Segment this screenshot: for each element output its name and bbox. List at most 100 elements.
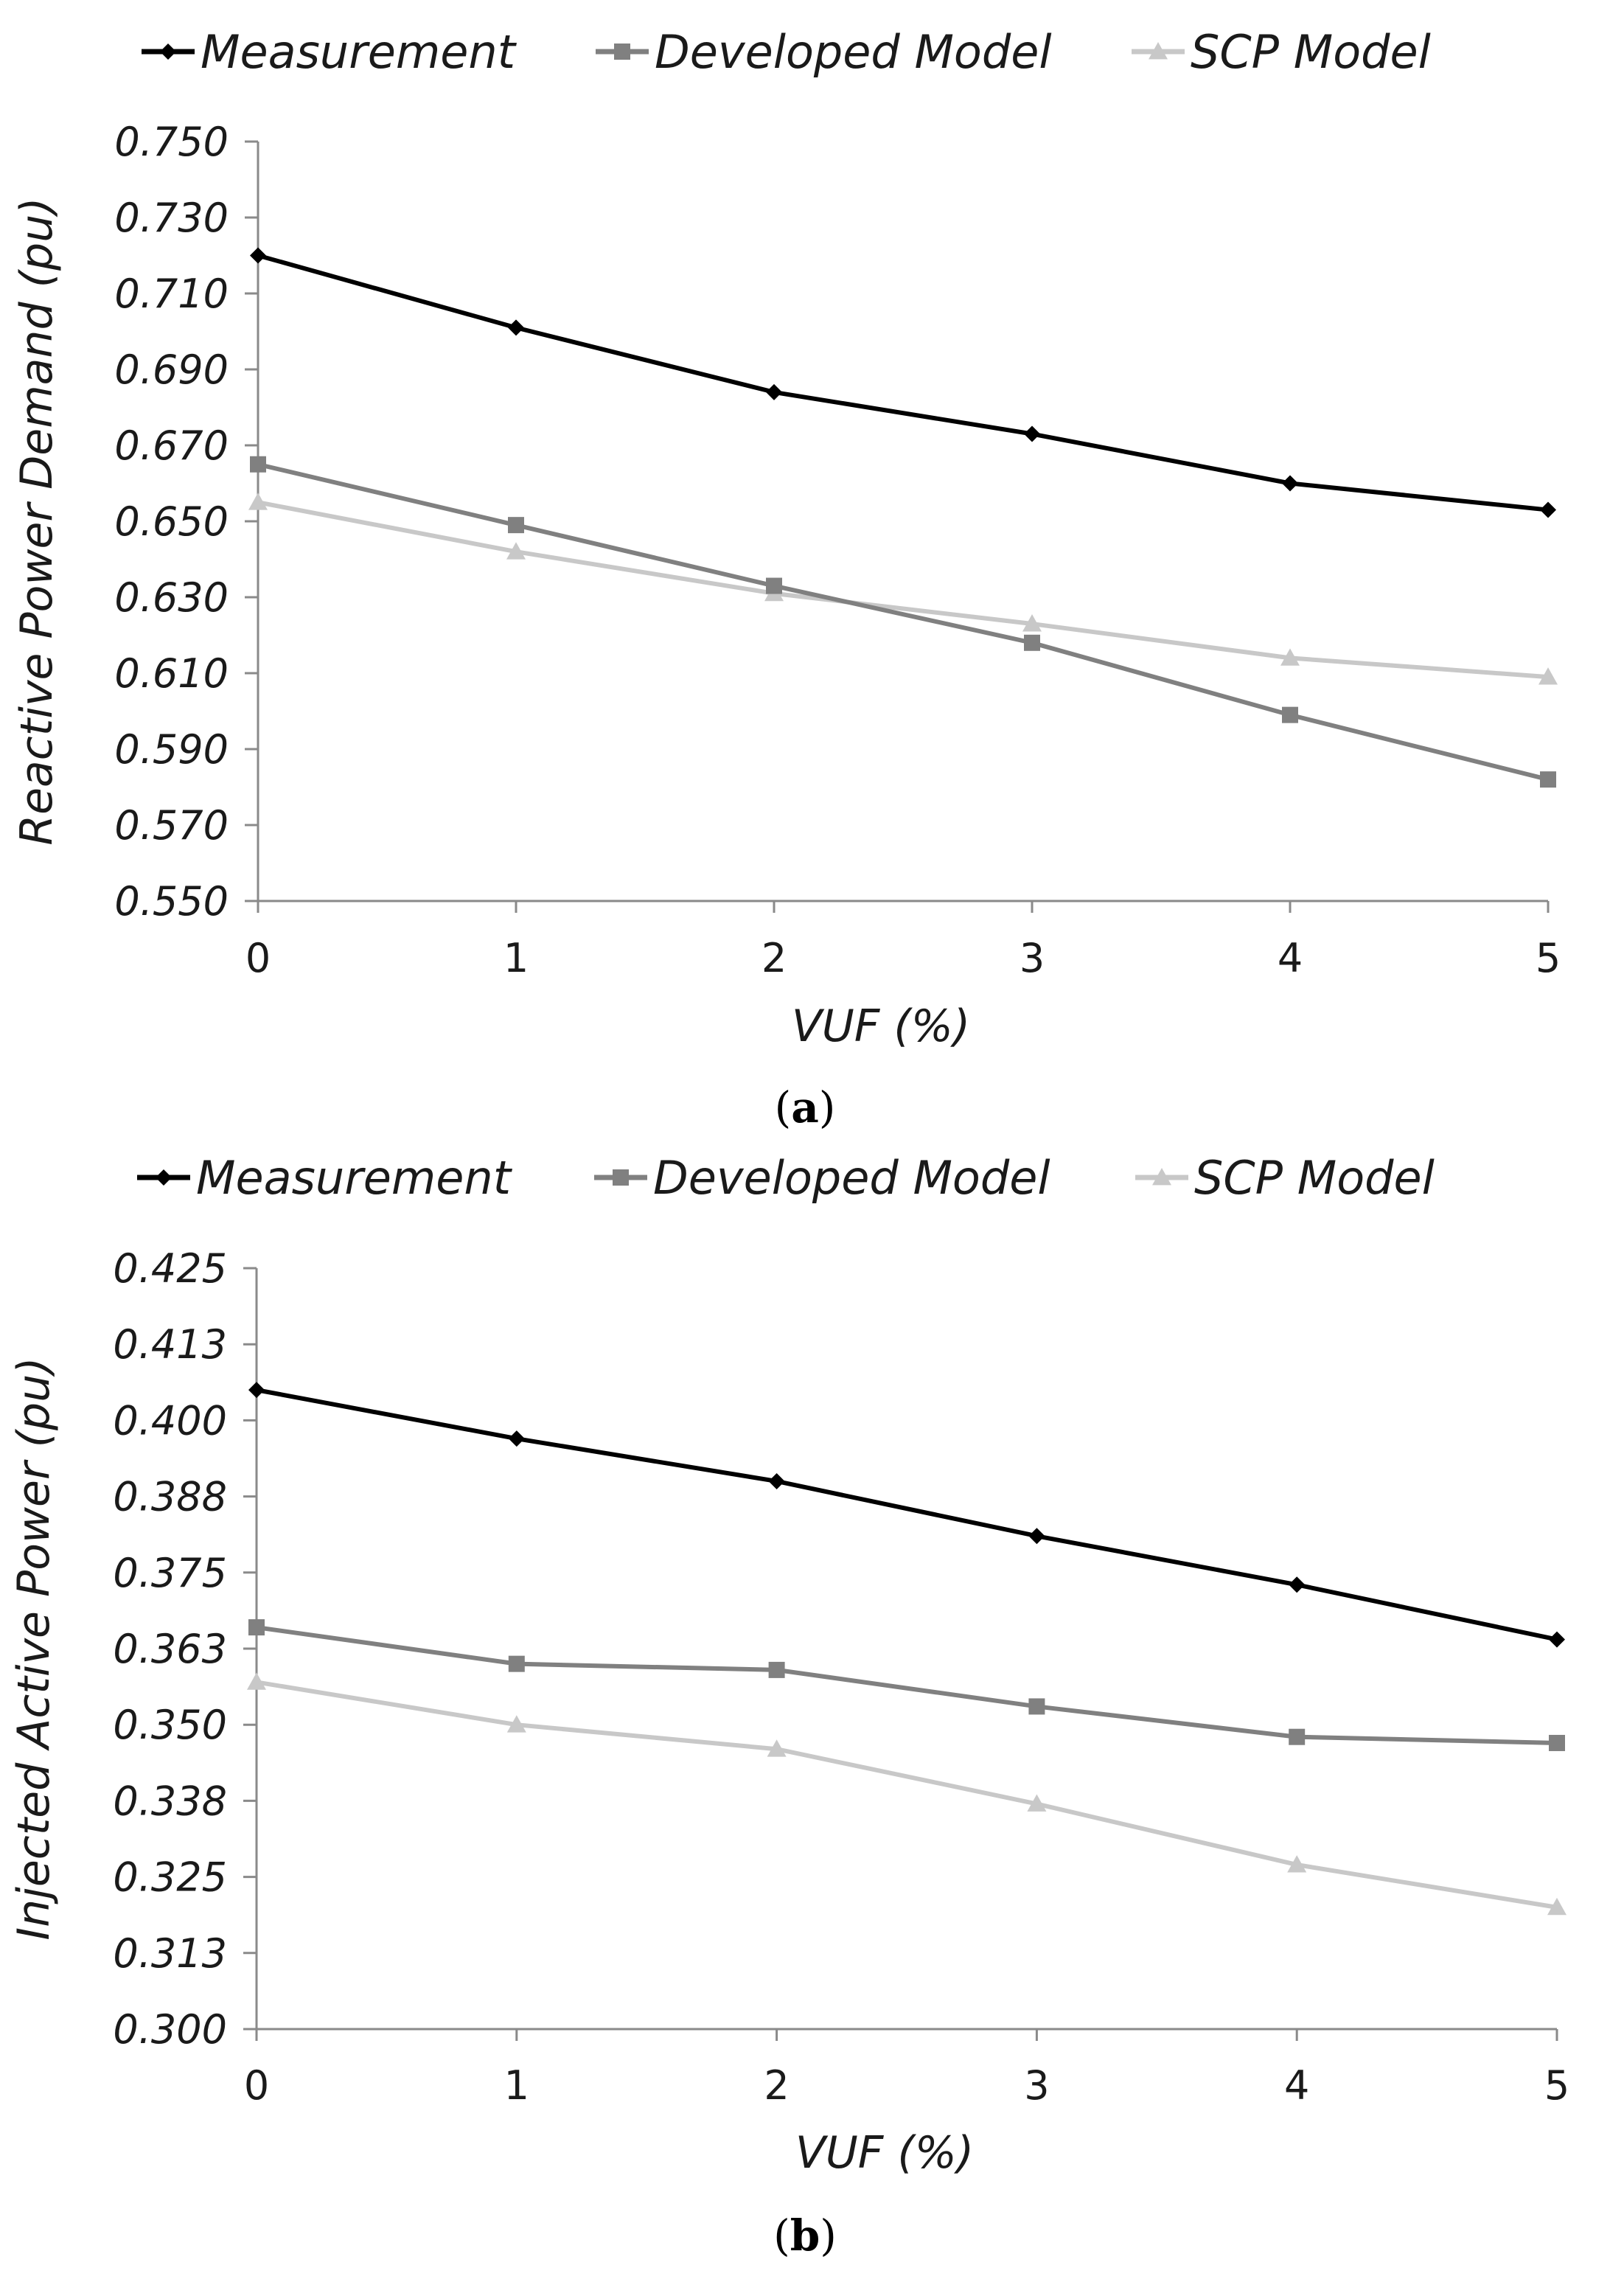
y-axis-title: Injected Active Power (pu) <box>8 1357 60 1940</box>
legend-marker <box>1152 1168 1171 1186</box>
legend-item-developed-model: Developed Model <box>596 25 1052 79</box>
data-point <box>1538 667 1558 685</box>
data-point <box>506 542 526 560</box>
caption-a: (a) <box>775 1082 836 1133</box>
legend-marker <box>614 44 630 60</box>
y-tick-label: 0.550 <box>114 878 229 925</box>
legend-label: Measurement <box>196 1151 513 1205</box>
data-point <box>247 1672 266 1690</box>
x-tick-label: 4 <box>1278 935 1303 981</box>
y-tick-label: 0.388 <box>113 1474 227 1520</box>
chart-panel-a: Measurement Developed Model SCP Model 0.550… <box>11 25 1561 1133</box>
legend-item-scp-model: SCP Model <box>1132 25 1431 79</box>
series-measurement <box>248 1382 1565 1648</box>
data-point <box>1280 648 1300 666</box>
data-point <box>1028 1528 1045 1545</box>
legend-label: Developed Model <box>655 25 1052 79</box>
data-point <box>248 493 268 510</box>
data-point <box>1027 1794 1047 1812</box>
data-point <box>766 577 782 594</box>
data-point <box>508 517 524 534</box>
data-point <box>766 383 782 400</box>
data-point <box>1287 1855 1307 1873</box>
data-point <box>506 1715 526 1733</box>
data-point <box>1540 501 1556 518</box>
legend-item-measurement: Measurement <box>142 25 518 79</box>
y-tick-label: 0.413 <box>113 1321 227 1368</box>
series-scp-model <box>247 1672 1567 1916</box>
series-line <box>256 1680 1558 1910</box>
legend-item-developed-model: Developed Model <box>594 1151 1050 1205</box>
y-tick-label: 0.425 <box>113 1245 227 1292</box>
legend-label: SCP Model <box>1194 1151 1435 1205</box>
data-point <box>767 1739 787 1757</box>
data-point <box>1549 1631 1565 1648</box>
y-tick-label: 0.590 <box>114 726 229 773</box>
legend-item-measurement: Measurement <box>137 1151 513 1205</box>
data-point <box>1547 1897 1567 1916</box>
y-tick-label: 0.630 <box>114 574 229 621</box>
x-tick-label: 5 <box>1544 2062 1569 2109</box>
x-axis-title: VUF (%) <box>792 1001 970 1052</box>
series-developed-model <box>248 1619 1565 1751</box>
data-point <box>508 1655 525 1672</box>
series-measurement <box>250 247 1556 518</box>
x-tick-label: 0 <box>244 2062 269 2109</box>
legend-marker <box>160 44 176 60</box>
y-tick-label: 0.313 <box>113 1930 227 1977</box>
series-scp-model <box>248 493 1558 685</box>
x-tick-label: 0 <box>245 935 271 981</box>
y-tick-label: 0.300 <box>113 2006 227 2053</box>
data-point <box>1282 475 1298 492</box>
y-tick-label: 0.350 <box>113 1702 227 1748</box>
data-point <box>1022 614 1042 632</box>
data-point <box>1282 706 1298 723</box>
x-tick-label: 3 <box>1020 935 1045 981</box>
data-point <box>508 1430 525 1447</box>
x-tick-label: 3 <box>1024 2062 1049 2109</box>
data-point <box>1024 425 1040 442</box>
legend-label: SCP Model <box>1191 25 1431 79</box>
data-point <box>248 1619 265 1636</box>
data-point <box>248 1382 265 1399</box>
data-point <box>768 1661 785 1678</box>
y-tick-label: 0.710 <box>114 271 229 317</box>
y-tick-label: 0.750 <box>114 119 229 165</box>
series-line <box>256 1625 1558 1745</box>
y-tick-label: 0.570 <box>114 802 229 849</box>
data-point <box>250 247 266 264</box>
data-point <box>1540 771 1556 788</box>
y-tick-label: 0.338 <box>113 1778 227 1824</box>
y-axis-title: Reactive Power Demand (pu) <box>11 197 63 845</box>
y-tick-label: 0.690 <box>114 347 229 393</box>
data-point <box>768 1472 785 1489</box>
y-tick-label: 0.363 <box>113 1626 227 1672</box>
series-developed-model <box>250 456 1556 788</box>
data-point <box>1024 634 1040 651</box>
series-line <box>257 253 1549 512</box>
data-point <box>250 456 266 473</box>
x-tick-label: 1 <box>503 935 529 981</box>
caption-b: (b) <box>773 2210 837 2261</box>
legend-marker <box>156 1169 172 1186</box>
data-point <box>1549 1734 1565 1751</box>
y-tick-label: 0.670 <box>114 422 229 469</box>
legend-label: Developed Model <box>653 1151 1050 1205</box>
x-tick-label: 2 <box>764 2062 789 2109</box>
y-tick-label: 0.730 <box>114 195 229 241</box>
legend-marker <box>613 1169 629 1186</box>
x-tick-label: 4 <box>1284 2062 1309 2109</box>
x-tick-label: 2 <box>762 935 787 981</box>
series-line <box>257 500 1549 680</box>
y-tick-label: 0.400 <box>113 1397 227 1444</box>
data-point <box>1289 1728 1306 1745</box>
chart-panel-b: Measurement Developed Model SCP Model 0.300… <box>8 1151 1569 2261</box>
legend-item-scp-model: SCP Model <box>1135 1151 1435 1205</box>
x-tick-label: 1 <box>504 2062 529 2109</box>
series-line <box>256 1388 1558 1642</box>
data-point <box>1028 1698 1045 1715</box>
y-tick-label: 0.375 <box>113 1550 227 1596</box>
y-tick-label: 0.325 <box>113 1854 227 1901</box>
y-tick-label: 0.650 <box>114 498 229 545</box>
